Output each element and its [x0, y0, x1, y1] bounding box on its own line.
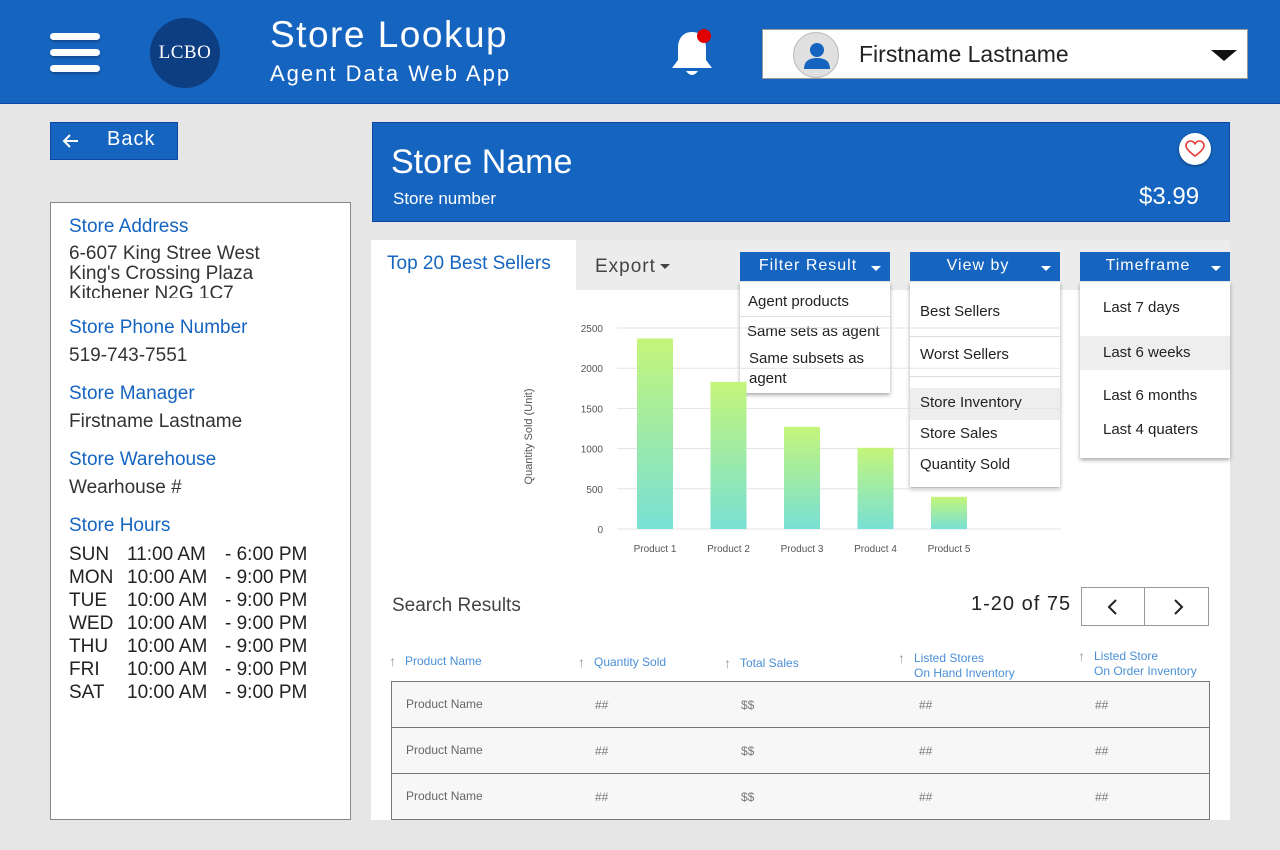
menu-item-agent-products[interactable]: Agent products	[740, 292, 890, 312]
chevron-right-icon	[1171, 598, 1185, 616]
results-panel: Top 20 Best Sellers Export Filter Result…	[371, 240, 1230, 820]
store-manager: Firstname Lastname	[69, 412, 242, 432]
menu-item-last-7-days[interactable]: Last 7 days	[1080, 298, 1230, 318]
sort-arrow-icon: ↑	[724, 656, 731, 671]
user-account-dropdown[interactable]: Firstname Lastname	[762, 29, 1248, 79]
back-label: Back	[107, 128, 155, 151]
store-price: $3.99	[1139, 183, 1229, 211]
hours-row: SAT 10:00 AM - 9:00 PM	[69, 682, 307, 705]
notification-bell-icon[interactable]	[668, 28, 716, 80]
sort-arrow-icon: ↑	[1078, 649, 1085, 664]
address-line: 6-607 King Stree West	[69, 244, 260, 264]
store-address: 6-607 King Stree West King's Crossing Pl…	[69, 244, 260, 298]
bar-2	[711, 382, 747, 529]
y-tick-label: 1500	[581, 404, 604, 415]
table-row[interactable]: Product Name ## $$ ## ##	[391, 728, 1210, 774]
favorite-heart-icon[interactable]	[1179, 133, 1211, 165]
y-tick-label: 0	[597, 525, 603, 536]
app-subtitle: Agent Data Web App	[270, 61, 511, 87]
address-line: King's Crossing Plaza	[69, 264, 260, 284]
x-tick-label: Product 2	[707, 544, 750, 555]
hours-row: TUE 10:00 AM - 9:00 PM	[69, 590, 307, 613]
store-phone: 519-743-7551	[69, 346, 187, 366]
arrow-left-icon	[61, 131, 81, 157]
back-button[interactable]: Back	[50, 122, 178, 160]
sort-arrow-icon: ↑	[389, 654, 396, 669]
y-tick-label: 2000	[581, 364, 604, 375]
menu-item-last-6-weeks[interactable]: Last 6 weeks	[1080, 336, 1230, 370]
hours-row: WED 10:00 AM - 9:00 PM	[69, 613, 307, 636]
y-tick-label: 1000	[581, 445, 604, 456]
timeframe-menu: Last 7 days Last 6 weeks Last 6 months L…	[1080, 282, 1230, 458]
results-table: Product Name ## $$ ## ## Product Name ##…	[391, 681, 1210, 821]
user-avatar-icon	[793, 32, 839, 78]
table-row[interactable]: Product Name ## $$ ## ##	[391, 682, 1210, 728]
chevron-down-icon	[1041, 266, 1051, 271]
store-manager-label: Store Manager	[69, 383, 195, 405]
menu-icon[interactable]	[50, 33, 100, 73]
menu-item-last-6-months[interactable]: Last 6 months	[1080, 386, 1230, 406]
hours-row: MON 10:00 AM - 9:00 PM	[69, 567, 307, 590]
store-name: Store Name	[391, 143, 572, 182]
hours-row: SUN 11:00 AM - 6:00 PM	[69, 544, 307, 567]
next-page-button[interactable]	[1146, 588, 1209, 625]
hours-row: FRI 10:00 AM - 9:00 PM	[69, 659, 307, 682]
store-warehouse-label: Store Warehouse	[69, 449, 216, 471]
y-axis-label: Quantity Sold (Unit)	[523, 389, 535, 485]
chevron-down-icon	[660, 264, 670, 269]
user-name: Firstname Lastname	[859, 41, 1069, 68]
search-results-title: Search Results	[392, 595, 521, 617]
y-tick-label: 500	[586, 485, 603, 496]
view-by-dropdown[interactable]: View by	[910, 252, 1060, 281]
x-tick-label: Product 5	[928, 544, 971, 555]
hours-row: THU 10:00 AM - 9:00 PM	[69, 636, 307, 659]
bar-1	[637, 338, 673, 529]
menu-item-last-4-quarters[interactable]: Last 4 quaters	[1080, 420, 1230, 440]
store-number: Store number	[393, 189, 496, 209]
tab-top-20-best-sellers[interactable]: Top 20 Best Sellers	[371, 240, 576, 290]
address-line: Kitchener N2G 1C7	[69, 284, 260, 298]
sort-arrow-icon: ↑	[898, 651, 905, 666]
store-hours-list: SUN 11:00 AM - 6:00 PM MON 10:00 AM - 9:00 P…	[69, 544, 307, 705]
filter-result-dropdown[interactable]: Filter Result	[740, 252, 890, 281]
store-card: Store Name Store number $3.99	[372, 122, 1230, 222]
table-row[interactable]: Product Name ## $$ ## ##	[391, 774, 1210, 820]
chevron-down-icon	[871, 266, 881, 271]
bar-3	[784, 427, 820, 529]
pagination-controls	[1081, 587, 1209, 626]
x-tick-label: Product 1	[634, 544, 677, 555]
store-hours-label: Store Hours	[69, 515, 170, 537]
store-info-panel: Store Address 6-607 King Stree West King…	[50, 202, 351, 820]
app-title: Store Lookup	[270, 14, 508, 56]
lcbo-logo: LCBO	[150, 18, 220, 88]
timeframe-dropdown[interactable]: Timeframe	[1080, 252, 1230, 281]
best-sellers-bar-chart: 0 500 1000 1500 2000 2500 Product 1 Product 2 Pr…	[521, 318, 1066, 568]
sort-arrow-icon: ↑	[578, 655, 585, 670]
pagination-text: 1-20 of 75	[971, 593, 1071, 616]
bar-5	[931, 497, 967, 529]
store-phone-label: Store Phone Number	[69, 317, 248, 339]
chevron-left-icon	[1106, 598, 1120, 616]
y-tick-label: 2500	[581, 324, 604, 335]
store-address-label: Store Address	[69, 216, 188, 238]
export-dropdown[interactable]: Export	[595, 256, 670, 278]
chevron-down-icon	[1211, 50, 1237, 61]
store-warehouse: Wearhouse #	[69, 478, 182, 498]
x-tick-label: Product 3	[781, 544, 824, 555]
app-header: LCBO Store Lookup Agent Data Web App Fir…	[0, 0, 1280, 104]
previous-page-button[interactable]	[1082, 588, 1145, 625]
bar-4	[858, 448, 894, 529]
chevron-down-icon	[1211, 266, 1221, 271]
x-tick-label: Product 4	[854, 544, 897, 555]
